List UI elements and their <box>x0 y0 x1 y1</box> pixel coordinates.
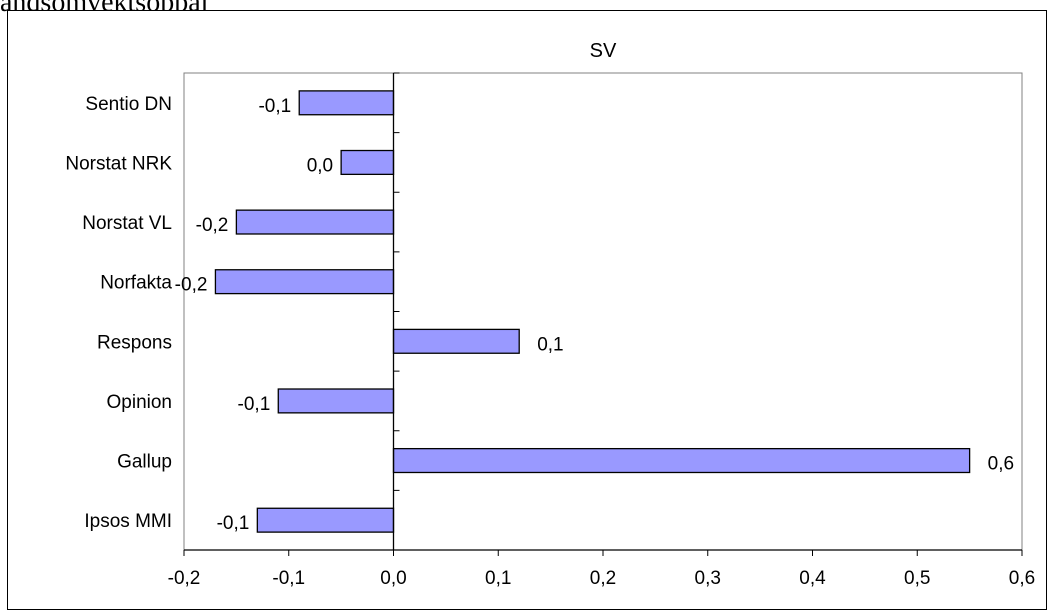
x-tick-label: 0,3 <box>695 568 721 589</box>
data-label: -0,2 <box>175 275 208 296</box>
category-label: Sentio DN <box>85 94 172 115</box>
category-label: Norfakta <box>100 273 172 294</box>
plot-area <box>183 72 1023 551</box>
chart-frame: SV Sentio DN -0,1 Norstat NRK 0,0 Norstat VL… <box>7 10 1047 610</box>
x-tick-label: 0,5 <box>904 568 930 589</box>
page-caption: andsomvektsoppal <box>0 0 208 13</box>
data-label: -0,1 <box>258 96 291 117</box>
labels-layer: Sentio DN -0,1 Norstat NRK 0,0 Norstat VL -0,… <box>65 94 1035 589</box>
bar <box>340 149 395 176</box>
bar <box>392 447 971 474</box>
bar <box>392 328 520 354</box>
bar <box>277 388 395 414</box>
x-tick-label: 0,0 <box>380 568 406 589</box>
x-tick-label: 0,1 <box>485 568 511 589</box>
bar <box>235 209 395 235</box>
bars-layer <box>214 90 971 533</box>
bar <box>214 269 395 295</box>
data-label: -0,1 <box>217 513 250 534</box>
category-label: Gallup <box>117 452 172 473</box>
bar <box>298 90 395 116</box>
x-tick-label: 0,6 <box>1009 568 1035 589</box>
x-tick-label: 0,2 <box>590 568 616 589</box>
category-label: Norstat NRK <box>65 153 172 174</box>
category-label: Norstat VL <box>82 213 172 234</box>
chart-title: SV <box>590 40 617 62</box>
x-tick-label: -0,1 <box>272 568 305 589</box>
category-label: Ipsos MMI <box>84 511 172 532</box>
x-tick-label: -0,2 <box>168 568 201 589</box>
bar-chart: SV Sentio DN -0,1 Norstat NRK 0,0 Norstat VL… <box>65 40 1035 589</box>
data-label: 0,1 <box>537 334 563 355</box>
data-label: 0,6 <box>988 454 1014 475</box>
data-label: 0,0 <box>307 155 333 176</box>
bar <box>256 507 395 533</box>
axes-layer <box>183 72 1023 556</box>
x-tick-label: 0,4 <box>799 568 826 589</box>
category-label: Opinion <box>107 392 173 413</box>
category-label: Respons <box>97 332 172 353</box>
data-label: -0,1 <box>238 394 271 415</box>
data-label: -0,2 <box>196 215 229 236</box>
